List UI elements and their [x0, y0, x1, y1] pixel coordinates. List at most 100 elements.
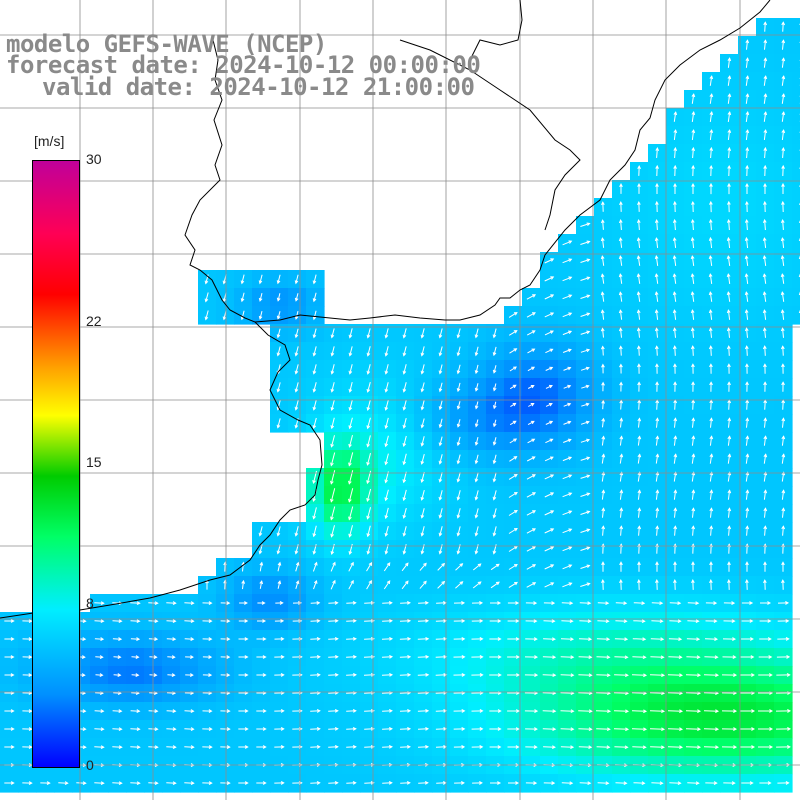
wind-arrow — [330, 382, 335, 393]
wind-speed-cell — [792, 234, 800, 253]
wind-arrow — [740, 673, 755, 677]
wind-arrow — [348, 579, 354, 590]
wind-arrow — [633, 619, 646, 624]
wind-arrow — [727, 111, 732, 122]
wind-arrow — [727, 507, 732, 518]
wind-arrow — [667, 673, 684, 678]
wind-arrow — [636, 273, 641, 284]
wind-arrow — [544, 294, 555, 300]
wind-arrow — [655, 182, 659, 194]
wind-arrow — [474, 383, 479, 392]
wind-arrow — [632, 637, 647, 642]
wind-arrow — [489, 619, 502, 623]
wind-arrow — [508, 581, 518, 589]
wind-arrow — [562, 528, 573, 534]
wind-arrow — [363, 654, 376, 659]
wind-arrow — [596, 727, 611, 732]
wind-arrow — [709, 146, 714, 159]
wind-arrow — [420, 471, 425, 484]
wind-arrow — [637, 471, 642, 482]
wind-arrow — [781, 147, 786, 158]
wind-arrow — [690, 309, 695, 320]
wind-arrow — [366, 525, 371, 538]
wind-arrow — [417, 655, 430, 659]
wind-arrow — [780, 291, 785, 302]
wind-arrow — [673, 182, 677, 194]
wind-arrow — [274, 709, 285, 713]
wind-arrow — [542, 673, 557, 677]
wind-speed-cell — [792, 18, 800, 37]
wind-arrow — [780, 345, 785, 356]
wind-arrow — [474, 490, 479, 501]
wind-arrow — [4, 637, 15, 641]
wind-arrow — [184, 601, 195, 605]
wind-arrow — [328, 619, 339, 623]
wind-arrow — [238, 619, 249, 623]
wind-arrow — [348, 399, 353, 412]
wind-arrow — [580, 474, 591, 479]
wind-arrow — [420, 400, 425, 411]
wind-arrow — [489, 637, 502, 641]
wind-arrow — [384, 525, 389, 537]
wind-arrow — [328, 709, 339, 713]
wind-arrow — [619, 489, 624, 500]
wind-arrow — [510, 402, 517, 408]
wind-arrow — [654, 327, 659, 338]
model-title: modelo GEFS-WAVE (NCEP) — [6, 30, 327, 58]
wind-arrow — [673, 146, 678, 159]
wind-arrow — [709, 381, 713, 392]
wind-arrow — [257, 601, 266, 605]
wind-arrow — [4, 745, 15, 749]
wind-arrow — [762, 345, 767, 356]
wind-arrow — [507, 709, 520, 713]
wind-arrow — [619, 435, 624, 446]
wind-arrow — [508, 491, 518, 498]
wind-arrow — [651, 781, 664, 786]
wind-arrow — [762, 327, 767, 338]
wind-arrow — [685, 709, 702, 714]
wind-arrow — [438, 508, 443, 519]
wind-arrow — [781, 75, 786, 86]
wind-arrow — [4, 709, 15, 713]
wind-arrow — [563, 384, 572, 389]
wind-arrow — [364, 619, 375, 623]
wind-arrow — [673, 417, 678, 428]
wind-arrow — [563, 366, 572, 371]
wind-arrow — [562, 492, 573, 498]
wind-arrow — [166, 745, 177, 749]
wind-arrow — [456, 328, 461, 339]
wind-arrow — [619, 525, 624, 536]
wind-arrow — [312, 346, 317, 357]
wind-arrow — [727, 363, 731, 374]
wind-arrow — [402, 400, 407, 411]
wind-arrow — [474, 454, 479, 465]
wind-arrow — [614, 745, 629, 750]
wind-arrow — [580, 348, 591, 353]
wind-arrow — [348, 561, 354, 572]
wind-arrow — [438, 400, 443, 411]
wind-arrow — [527, 438, 536, 444]
wind-arrow — [95, 655, 104, 659]
wind-arrow — [637, 525, 642, 536]
wind-arrow — [545, 384, 553, 389]
wind-arrow — [184, 637, 195, 641]
wind-arrow — [691, 146, 696, 159]
wind-arrow — [580, 222, 591, 227]
wind-arrow — [763, 453, 768, 464]
wind-arrow — [508, 545, 518, 552]
wind-arrow — [691, 164, 695, 177]
wind-arrow — [709, 182, 713, 195]
wind-arrow — [166, 601, 177, 605]
wind-arrow — [239, 601, 248, 605]
wind-arrow — [490, 781, 502, 785]
wind-arrow — [758, 655, 773, 659]
wind-arrow — [256, 781, 267, 785]
wind-arrow — [471, 655, 484, 659]
wind-arrow — [383, 580, 391, 590]
wind-arrow — [94, 619, 105, 623]
wind-arrow — [453, 619, 466, 623]
wind-arrow — [526, 330, 536, 336]
wind-arrow — [691, 525, 696, 536]
wind-arrow — [256, 709, 267, 713]
wind-arrow — [22, 745, 33, 749]
